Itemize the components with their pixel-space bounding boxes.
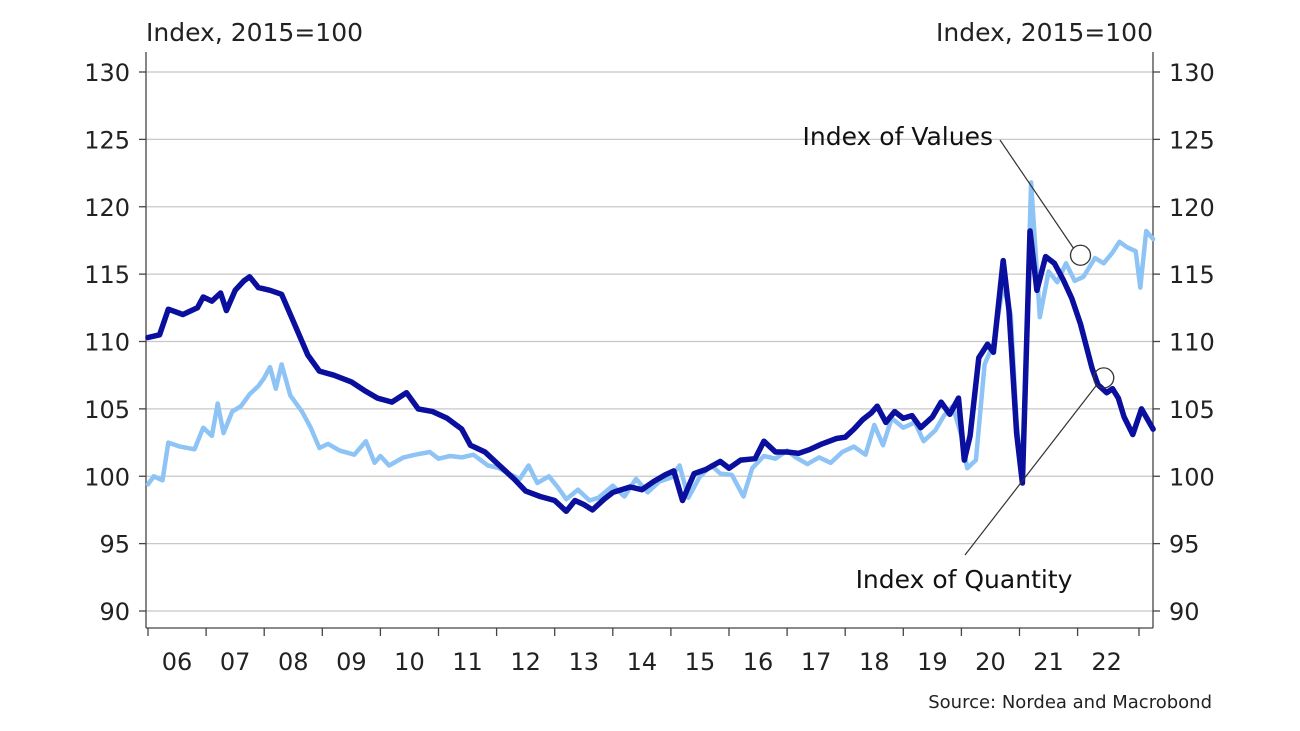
left-axis-title: Index, 2015=100 [146, 18, 363, 47]
annotation-leader-values [999, 139, 1075, 249]
x-tick-label: 22 [1091, 648, 1122, 676]
right-tick-label: 110 [1169, 329, 1215, 357]
right-tick-label: 105 [1169, 396, 1215, 424]
left-tick-label: 130 [84, 59, 130, 87]
x-tick-label: 08 [278, 648, 309, 676]
x-tick-label: 06 [162, 648, 193, 676]
x-tick-labels: 06 07 08 09 10 11 12 13 14 15 16 17 18 19 20 21 22 [162, 648, 1122, 676]
right-tick-label: 120 [1169, 194, 1215, 222]
x-tick-label: 12 [510, 648, 541, 676]
annotation-circle-quantity [1093, 367, 1115, 389]
left-tick-label: 105 [84, 396, 130, 424]
left-tick-label: 90 [99, 598, 130, 626]
right-tick-label: 125 [1169, 126, 1215, 154]
annotations: Index of Values Index of Quantity [803, 122, 1115, 594]
annotation-label-quantity: Index of Quantity [856, 565, 1073, 594]
x-tick-label: 07 [220, 648, 251, 676]
source-note: Source: Nordea and Macrobond [928, 692, 1212, 713]
x-tick-label: 10 [394, 648, 425, 676]
right-tick-label: 100 [1169, 463, 1215, 491]
x-tick-label: 14 [627, 648, 658, 676]
right-axis-title: Index, 2015=100 [936, 18, 1153, 47]
axes [139, 52, 1160, 636]
x-tick-label: 17 [801, 648, 832, 676]
annotation-leader-quantity [964, 384, 1098, 556]
left-tick-label: 125 [84, 126, 130, 154]
x-tick-label: 16 [743, 648, 774, 676]
left-tick-label: 120 [84, 194, 130, 222]
series-line-index-of-quantity [145, 228, 1156, 515]
x-tick-label: 19 [917, 648, 948, 676]
left-tick-label: 95 [99, 531, 130, 559]
right-y-tick-labels: 90 95 100 105 110 115 120 125 130 [1169, 59, 1215, 626]
x-tick-label: 20 [975, 648, 1006, 676]
right-tick-label: 130 [1169, 59, 1215, 87]
right-tick-label: 95 [1169, 531, 1200, 559]
x-tick-label: 13 [568, 648, 599, 676]
x-tick-label: 09 [336, 648, 367, 676]
x-tick-label: 11 [452, 648, 483, 676]
left-tick-label: 115 [84, 261, 130, 289]
annotation-label-values: Index of Values [803, 122, 994, 151]
right-tick-label: 90 [1169, 598, 1200, 626]
gridlines [146, 71, 1153, 612]
x-tick-label: 21 [1033, 648, 1064, 676]
x-tick-label: 15 [685, 648, 716, 676]
left-tick-label: 100 [84, 463, 130, 491]
annotation-circle-values [1069, 244, 1092, 266]
right-tick-label: 115 [1169, 261, 1215, 289]
left-y-tick-labels: 90 95 100 105 110 115 120 125 130 [84, 59, 130, 626]
left-tick-label: 110 [84, 329, 130, 357]
x-tick-label: 18 [859, 648, 890, 676]
series-lines [145, 180, 1156, 515]
